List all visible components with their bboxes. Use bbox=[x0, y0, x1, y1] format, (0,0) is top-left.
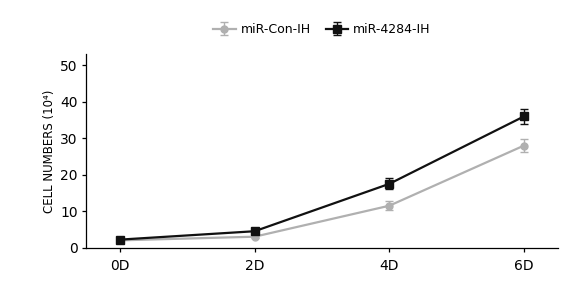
Legend: miR-Con-IH, miR-4284-IH: miR-Con-IH, miR-4284-IH bbox=[208, 18, 436, 41]
Y-axis label: CELL NUMBERS (10⁴): CELL NUMBERS (10⁴) bbox=[43, 89, 56, 213]
